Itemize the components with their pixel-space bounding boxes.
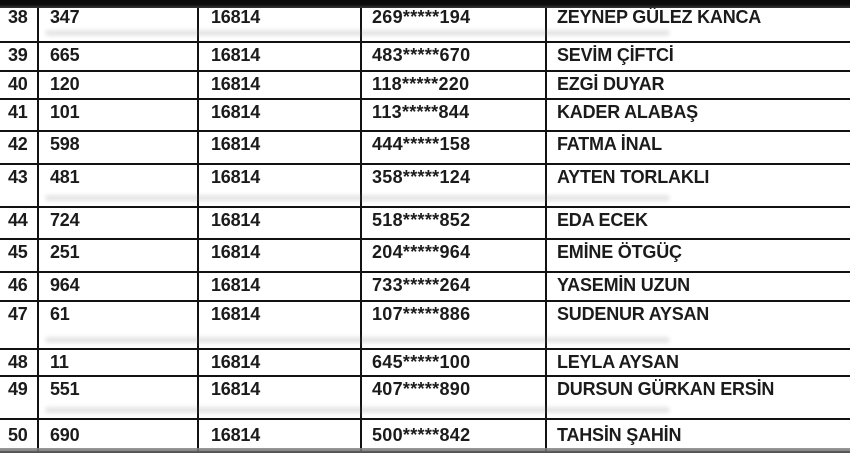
cell-masked-id: 500*****842	[362, 420, 547, 451]
cell-code: 16814	[199, 240, 362, 271]
cell-row-number: 49	[0, 377, 39, 418]
cell-name: KADER ALABAŞ	[557, 102, 698, 122]
cell-list-number: 964	[39, 273, 199, 300]
cell-row-number: 42	[0, 132, 39, 163]
cell-name: EDA ECEK	[557, 210, 648, 230]
table-row: 49 551 16814 407*****890 DURSUN GÜRKAN E…	[0, 377, 850, 420]
table-row: 44 724 16814 518*****852 EDA ECEK	[0, 208, 850, 240]
cell-name: LEYLA AYSAN	[557, 352, 679, 372]
cell-row-number: 38	[0, 8, 39, 41]
cell-masked-id: 118*****220	[362, 72, 547, 98]
table-top-border-bar	[0, 0, 850, 8]
cell-code: 16814	[199, 302, 362, 348]
cell-code: 16814	[199, 8, 362, 41]
cell-name: EZGİ DUYAR	[557, 74, 665, 94]
cell-name: SUDENUR AYSAN	[557, 304, 710, 324]
cell-row-number: 46	[0, 273, 39, 300]
cell-masked-id: 483*****670	[362, 43, 547, 70]
cell-code: 16814	[199, 165, 362, 206]
table-row: 42 598 16814 444*****158 FATMA İNAL	[0, 132, 850, 165]
cell-name: ZEYNEP GÜLEZ KANCA	[557, 8, 762, 27]
cell-masked-id: 113*****844	[362, 100, 547, 130]
table-row: 41 101 16814 113*****844 KADER ALABAŞ	[0, 100, 850, 132]
scan-bottom-smudge-bar	[0, 448, 850, 453]
cell-name: DURSUN GÜRKAN ERSİN	[557, 379, 775, 399]
cell-row-number: 50	[0, 420, 39, 451]
cell-row-number: 39	[0, 43, 39, 70]
cell-code: 16814	[199, 132, 362, 163]
cell-code: 16814	[199, 100, 362, 130]
table-row: 40 120 16814 118*****220 EZGİ DUYAR	[0, 72, 850, 100]
cell-row-number: 40	[0, 72, 39, 98]
cell-masked-id: 444*****158	[362, 132, 547, 163]
cell-code: 16814	[199, 273, 362, 300]
cell-masked-id: 269*****194	[362, 8, 547, 41]
cell-code: 16814	[199, 350, 362, 375]
cell-name: YASEMİN UZUN	[557, 275, 690, 295]
cell-name: AYTEN TORLAKLI	[557, 167, 710, 187]
cell-name: TAHSİN ŞAHİN	[557, 425, 682, 445]
table-row: 38 347 16814 269*****194 ZEYNEP GÜLEZ KA…	[0, 8, 850, 43]
cell-list-number: 61	[39, 302, 199, 348]
cell-masked-id: 407*****890	[362, 377, 547, 418]
table-row: 39 665 16814 483*****670 SEVİM ÇİFTCİ	[0, 43, 850, 72]
table-row: 45 251 16814 204*****964 EMİNE ÖTGÜÇ	[0, 240, 850, 273]
cell-masked-id: 107*****886	[362, 302, 547, 348]
cell-code: 16814	[199, 43, 362, 70]
cell-list-number: 598	[39, 132, 199, 163]
cell-masked-id: 204*****964	[362, 240, 547, 271]
cell-name: FATMA İNAL	[557, 134, 662, 154]
cell-list-number: 724	[39, 208, 199, 238]
cell-list-number: 665	[39, 43, 199, 70]
cell-code: 16814	[199, 72, 362, 98]
cell-list-number: 551	[39, 377, 199, 418]
cell-list-number: 251	[39, 240, 199, 271]
cell-row-number: 47	[0, 302, 39, 348]
cell-list-number: 481	[39, 165, 199, 206]
cell-masked-id: 645*****100	[362, 350, 547, 375]
cell-masked-id: 358*****124	[362, 165, 547, 206]
cell-masked-id: 733*****264	[362, 273, 547, 300]
cell-list-number: 347	[39, 8, 199, 41]
cell-list-number: 120	[39, 72, 199, 98]
cell-masked-id: 518*****852	[362, 208, 547, 238]
cell-code: 16814	[199, 420, 362, 451]
cell-code: 16814	[199, 208, 362, 238]
cell-row-number: 41	[0, 100, 39, 130]
table-row: 47 61 16814 107*****886 SUDENUR AYSAN	[0, 302, 850, 350]
table-row: 43 481 16814 358*****124 AYTEN TORLAKLI	[0, 165, 850, 208]
cell-list-number: 690	[39, 420, 199, 451]
cell-code: 16814	[199, 377, 362, 418]
table-row: 48 11 16814 645*****100 LEYLA AYSAN	[0, 350, 850, 377]
table-row: 46 964 16814 733*****264 YASEMİN UZUN	[0, 273, 850, 302]
cell-list-number: 101	[39, 100, 199, 130]
cell-row-number: 43	[0, 165, 39, 206]
cell-row-number: 48	[0, 350, 39, 375]
cell-list-number: 11	[39, 350, 199, 375]
cell-name: SEVİM ÇİFTCİ	[557, 45, 674, 65]
cell-row-number: 45	[0, 240, 39, 271]
cell-name: EMİNE ÖTGÜÇ	[557, 242, 682, 262]
cell-row-number: 44	[0, 208, 39, 238]
